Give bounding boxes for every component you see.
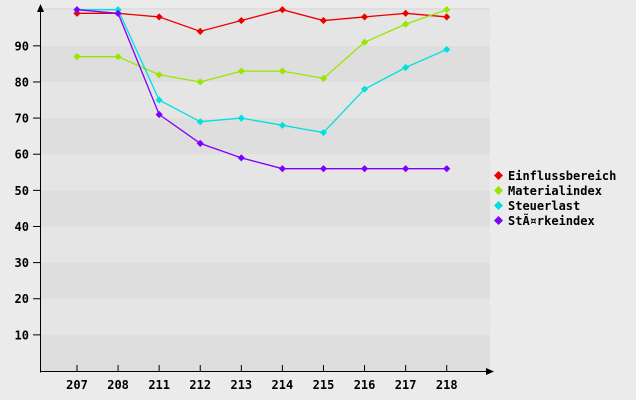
legend-item-label: Materialindex (508, 183, 602, 198)
legend-item: Materialindex (494, 183, 616, 198)
y-tick-label: 20 (15, 292, 29, 306)
data-point-marker-icon (319, 128, 328, 137)
data-point-marker-icon (278, 121, 286, 129)
data-point-marker-icon (443, 6, 451, 14)
data-point-marker-icon (319, 165, 328, 173)
legend-diamond-icon (494, 186, 503, 195)
legend-item-label: Steuerlast (508, 198, 581, 213)
axes (37, 4, 494, 375)
data-point-marker-icon (155, 13, 163, 21)
x-tick-label: 208 (107, 378, 129, 392)
legend-diamond-icon (494, 201, 503, 210)
x-tick-label: 217 (395, 378, 417, 392)
series-einflussbereich (73, 6, 451, 35)
y-tick-label: 90 (15, 39, 29, 53)
data-point-marker-icon (237, 114, 245, 122)
data-point-marker-icon (319, 16, 328, 25)
data-point-marker-icon (155, 96, 163, 104)
x-tick-label: 207 (66, 378, 88, 392)
data-point-marker-icon (360, 165, 369, 173)
data-point-marker-icon (73, 9, 81, 17)
x-axis-ticks: 207 208 211 212 213 214 215 216 217 218 (66, 365, 458, 392)
data-point-marker-icon (114, 6, 122, 14)
y-tick-label: 40 (15, 220, 29, 234)
data-point-marker-icon (73, 6, 81, 14)
legend-item: Steuerlast (494, 198, 616, 213)
data-point-marker-icon (196, 27, 204, 35)
y-tick-label: 80 (15, 75, 29, 89)
series-st-rkeindex (73, 6, 451, 173)
data-point-marker-icon (443, 13, 451, 21)
data-point-marker-icon (114, 9, 122, 17)
legend: Einflussbereich Materialindex Steuerlast St… (494, 168, 616, 228)
data-point-marker-icon (196, 78, 204, 86)
data-point-marker-icon (278, 67, 286, 75)
data-point-marker-icon (155, 110, 163, 119)
data-point-marker-icon (155, 71, 163, 79)
data-point-marker-icon (402, 9, 410, 17)
data-point-marker-icon (402, 165, 410, 173)
data-point-marker-icon (278, 165, 286, 173)
legend-item: StÃ¤rkeindex (494, 213, 616, 228)
data-point-marker-icon (237, 67, 245, 75)
data-point-marker-icon (114, 53, 122, 61)
legend-diamond-icon (494, 171, 503, 180)
data-point-marker-icon (443, 165, 451, 173)
x-tick-label: 218 (436, 378, 458, 392)
x-tick-label: 213 (230, 378, 252, 392)
legend-item-label: Einflussbereich (508, 168, 617, 183)
x-tick-label: 215 (313, 378, 335, 392)
data-point-marker-icon (360, 85, 369, 93)
legend-diamond-icon (494, 216, 503, 225)
data-point-marker-icon (443, 45, 451, 54)
data-point-marker-icon (73, 53, 81, 61)
y-tick-label: 60 (15, 148, 29, 162)
y-tick-label: 70 (15, 112, 29, 126)
data-point-marker-icon (360, 13, 369, 21)
data-point-marker-icon (196, 118, 204, 126)
legend-item: Einflussbereich (494, 168, 616, 183)
data-point-marker-icon (319, 74, 328, 82)
x-tick-label: 216 (354, 378, 376, 392)
x-tick-label: 211 (148, 378, 170, 392)
x-tick-label: 212 (189, 378, 211, 392)
data-point-marker-icon (278, 6, 286, 14)
data-point-marker-icon (402, 63, 410, 72)
series-materialindex (73, 6, 451, 86)
y-axis-ticks: 10 20 30 40 50 60 70 80 90 (15, 39, 41, 342)
data-point-marker-icon (237, 16, 245, 25)
y-tick-label: 10 (15, 328, 29, 342)
data-point-marker-icon (237, 154, 245, 162)
y-axis-arrow-icon (37, 4, 44, 12)
data-point-marker-icon (196, 139, 204, 147)
x-axis-arrow-icon (486, 368, 494, 375)
x-tick-label: 214 (272, 378, 294, 392)
legend-item-label: StÃ¤rkeindex (508, 213, 595, 228)
y-tick-label: 50 (15, 184, 29, 198)
data-point-marker-icon (360, 38, 369, 46)
y-tick-label: 30 (15, 256, 29, 270)
data-point-marker-icon (402, 20, 410, 28)
plot-background-bands (41, 8, 490, 371)
